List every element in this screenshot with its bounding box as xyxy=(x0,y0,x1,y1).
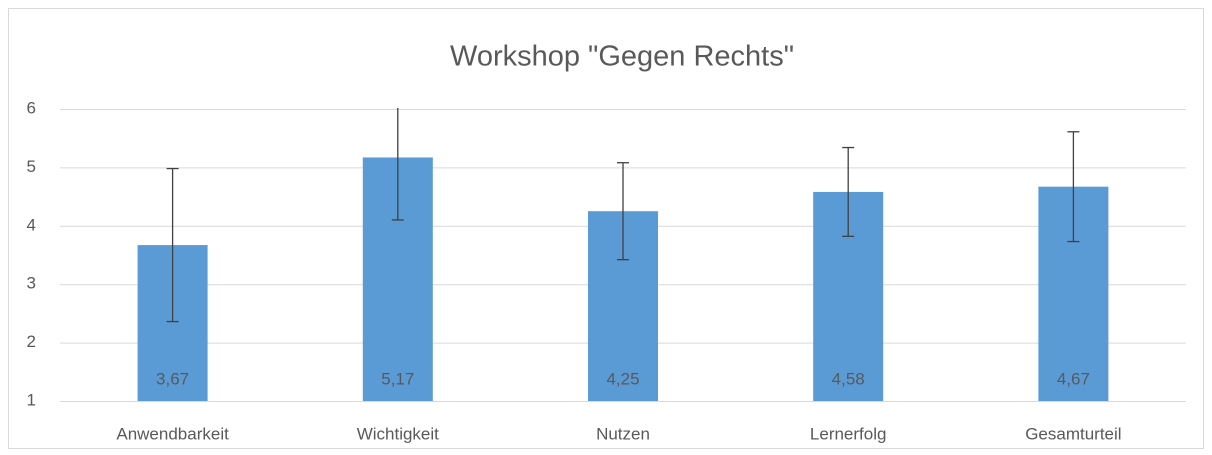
chart-title: Workshop "Gegen Rechts" xyxy=(450,41,794,73)
y-tick-label: 2 xyxy=(27,332,36,351)
x-tick-label: Nutzen xyxy=(596,424,650,443)
y-tick-label: 1 xyxy=(27,390,36,409)
y-tick-label: 4 xyxy=(27,215,36,234)
data-label: 4,67 xyxy=(1057,369,1090,388)
data-label: 4,58 xyxy=(832,369,865,388)
error-bar xyxy=(166,167,179,323)
data-label: 4,25 xyxy=(606,369,639,388)
error-bar xyxy=(391,108,404,221)
x-tick-label: Wichtigkeit xyxy=(357,424,439,443)
error-bar xyxy=(842,146,855,237)
y-tick-label: 5 xyxy=(27,157,36,176)
x-tick-label: Anwendbarkeit xyxy=(116,424,229,443)
data-label: 5,17 xyxy=(381,369,414,388)
x-tick-label: Lernerfolg xyxy=(810,424,887,443)
y-tick-label: 6 xyxy=(27,98,36,117)
x-tick-label: Gesamturteil xyxy=(1025,424,1121,443)
y-tick-label: 3 xyxy=(27,274,36,293)
error-bar xyxy=(617,162,629,261)
marks: 3,67 5,17 4,25 4,58 4,67 xyxy=(137,108,1109,401)
error-bar xyxy=(1067,131,1080,243)
data-label: 3,67 xyxy=(156,369,189,388)
